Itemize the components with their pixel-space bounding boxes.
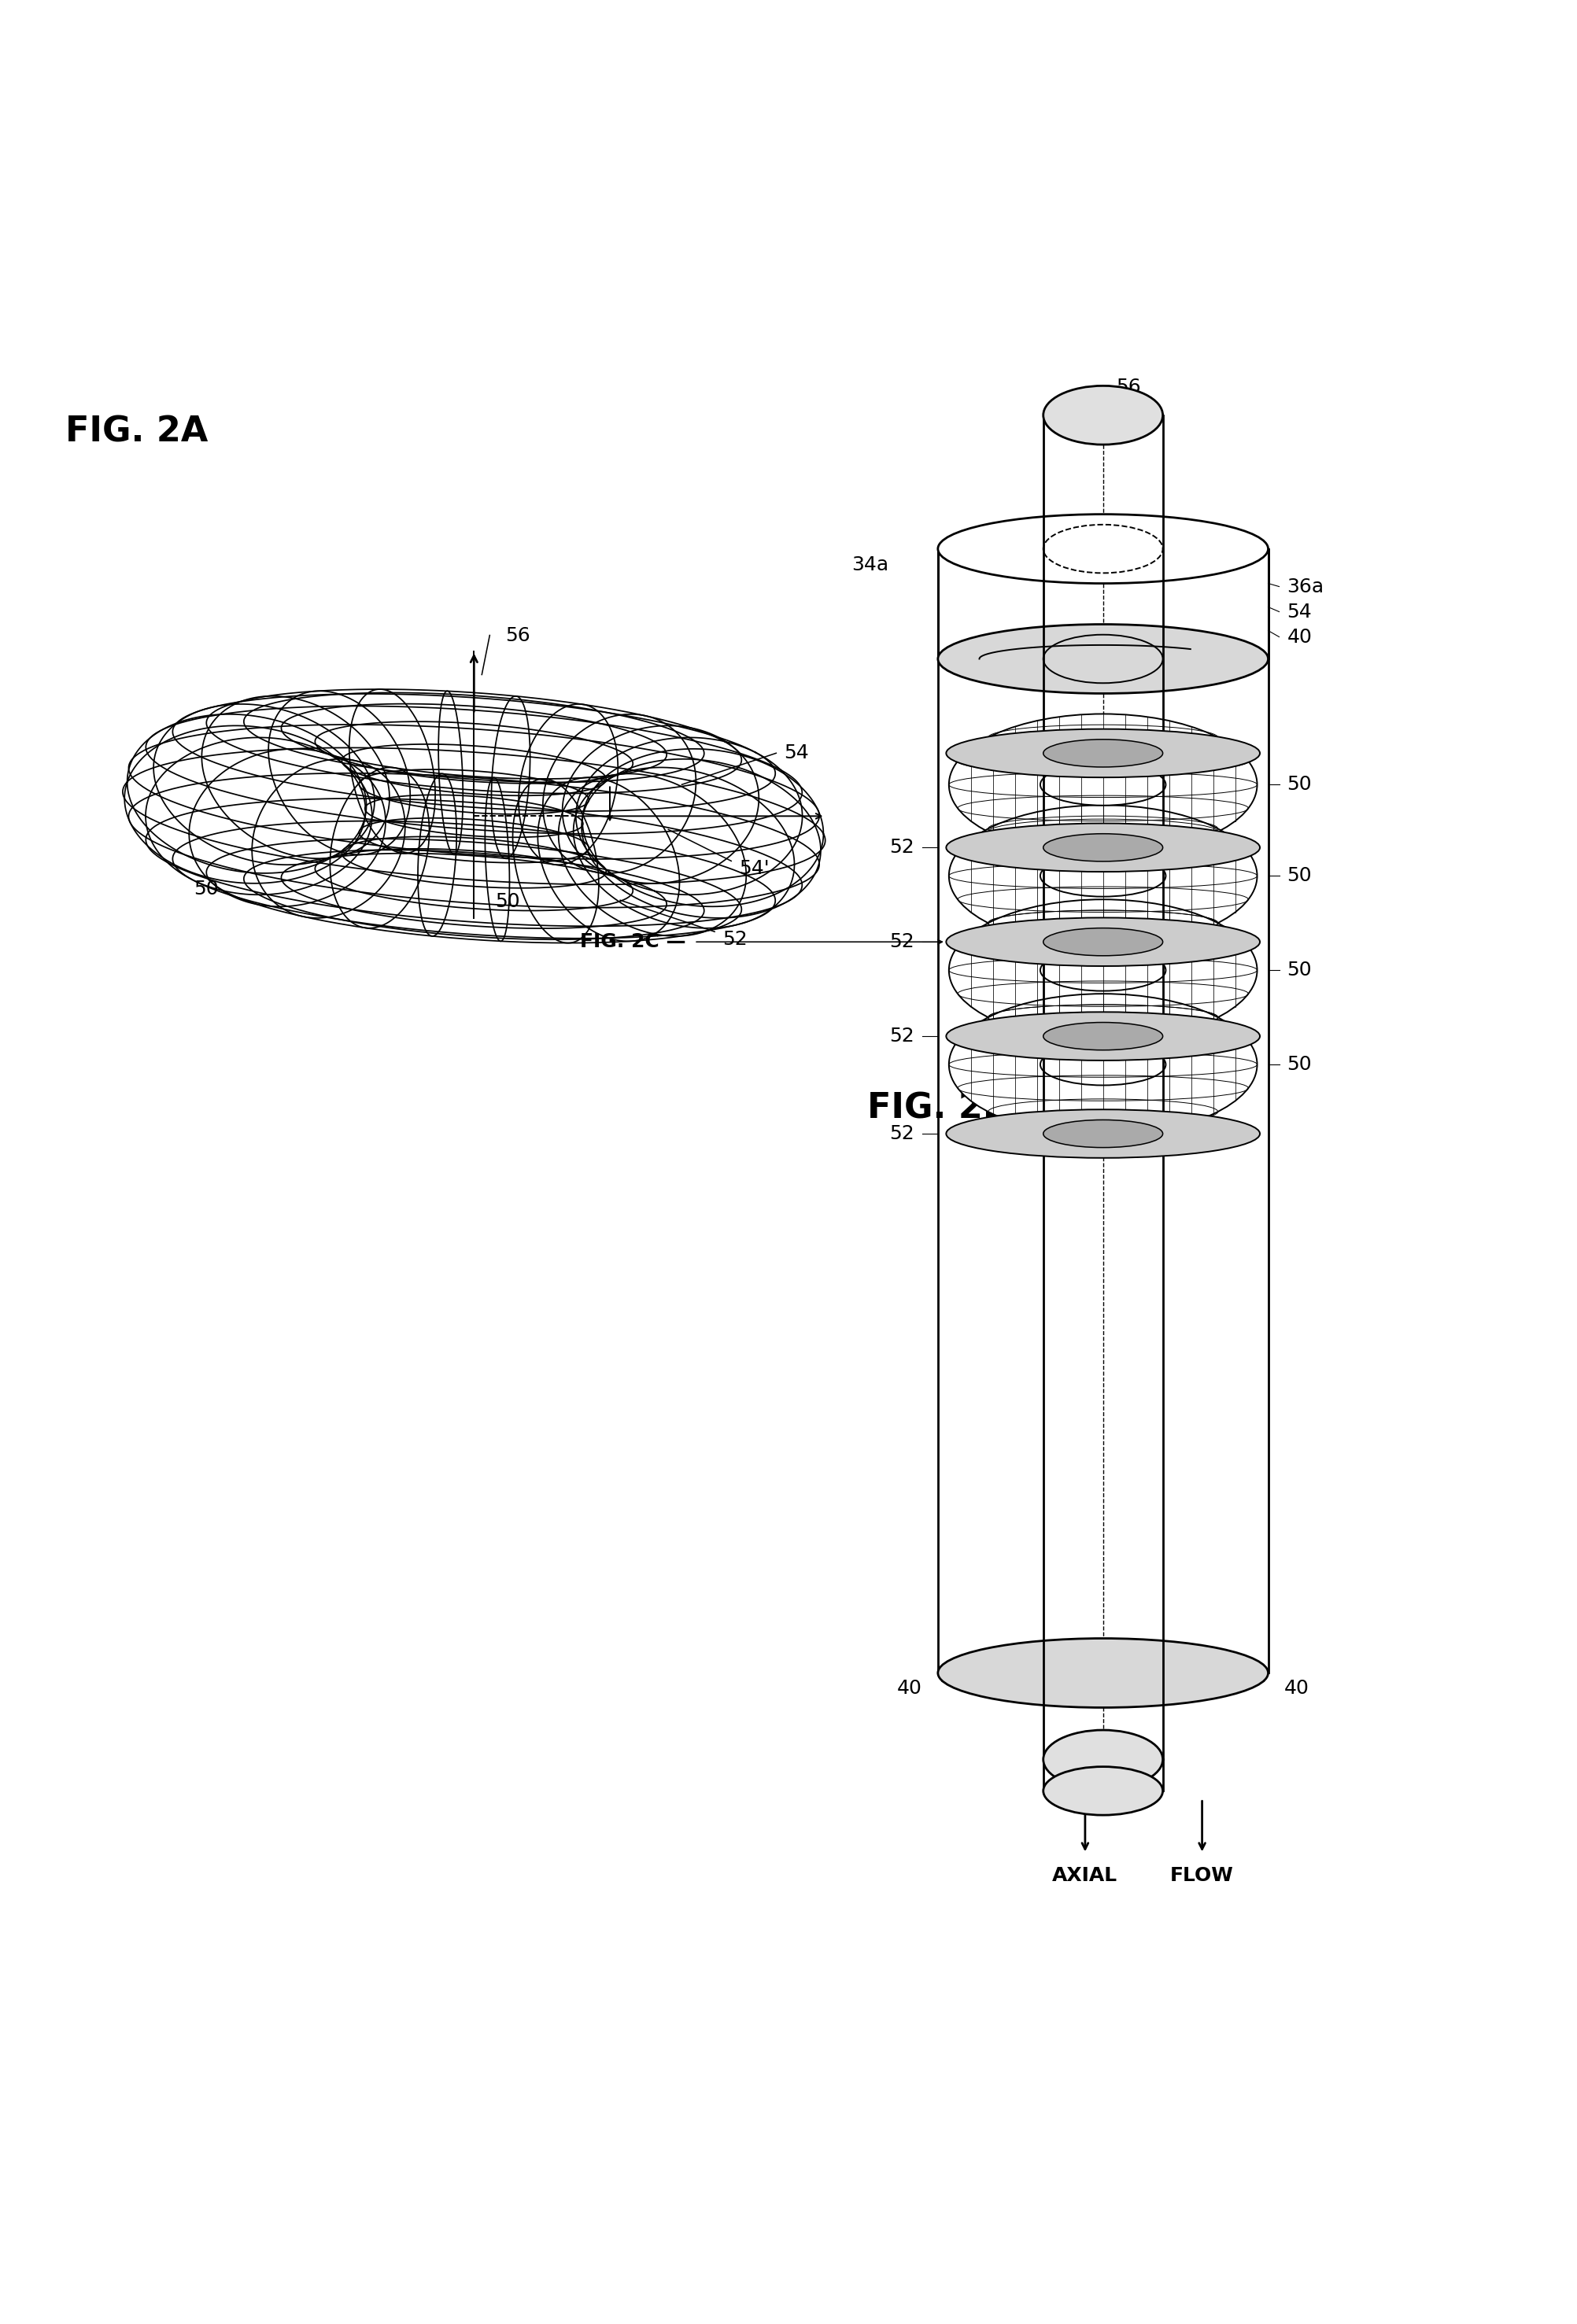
Text: 52: 52 bbox=[722, 930, 747, 948]
Ellipse shape bbox=[938, 514, 1268, 583]
Text: 56: 56 bbox=[1115, 376, 1140, 397]
Text: 52: 52 bbox=[889, 839, 915, 858]
Text: 56: 56 bbox=[505, 625, 530, 644]
Text: 54: 54 bbox=[1287, 602, 1312, 621]
Ellipse shape bbox=[946, 730, 1260, 779]
Ellipse shape bbox=[949, 804, 1257, 946]
Ellipse shape bbox=[949, 995, 1257, 1134]
Ellipse shape bbox=[946, 1011, 1260, 1060]
Text: FIG. 2C —: FIG. 2C — bbox=[580, 932, 686, 951]
Text: 50: 50 bbox=[194, 881, 219, 899]
Ellipse shape bbox=[946, 823, 1260, 872]
Text: 52: 52 bbox=[889, 1027, 915, 1046]
Text: 50: 50 bbox=[1287, 776, 1312, 795]
Text: 52: 52 bbox=[889, 1125, 915, 1143]
Ellipse shape bbox=[1044, 1729, 1162, 1789]
Ellipse shape bbox=[1044, 386, 1162, 444]
Text: 40: 40 bbox=[1284, 1680, 1309, 1699]
Text: 54': 54' bbox=[740, 860, 770, 878]
Ellipse shape bbox=[1044, 1120, 1162, 1148]
Text: 50: 50 bbox=[1287, 1055, 1312, 1074]
Ellipse shape bbox=[1041, 855, 1165, 897]
Text: FLOW: FLOW bbox=[1170, 1866, 1233, 1885]
Ellipse shape bbox=[946, 1109, 1260, 1157]
Ellipse shape bbox=[1044, 834, 1162, 862]
Ellipse shape bbox=[949, 713, 1257, 855]
Ellipse shape bbox=[938, 1638, 1268, 1708]
Text: AXIAL: AXIAL bbox=[1052, 1866, 1118, 1885]
Ellipse shape bbox=[946, 918, 1260, 967]
Text: 50: 50 bbox=[1287, 960, 1312, 981]
Ellipse shape bbox=[1044, 1766, 1162, 1815]
Ellipse shape bbox=[949, 899, 1257, 1041]
Text: 40: 40 bbox=[1287, 627, 1312, 646]
Text: 40: 40 bbox=[897, 1680, 923, 1699]
Text: 50: 50 bbox=[495, 892, 520, 911]
Ellipse shape bbox=[1044, 739, 1162, 767]
Ellipse shape bbox=[1044, 525, 1162, 574]
Ellipse shape bbox=[1041, 1043, 1165, 1085]
Text: 54: 54 bbox=[784, 744, 809, 762]
Text: 52: 52 bbox=[889, 932, 915, 951]
Ellipse shape bbox=[1044, 927, 1162, 955]
Ellipse shape bbox=[1041, 765, 1165, 806]
Ellipse shape bbox=[938, 625, 1268, 693]
Text: FIG. 2B: FIG. 2B bbox=[867, 1092, 1009, 1125]
Text: 36a: 36a bbox=[1287, 576, 1325, 595]
Text: 34a: 34a bbox=[852, 555, 888, 574]
Ellipse shape bbox=[1044, 634, 1162, 683]
Ellipse shape bbox=[1041, 951, 1165, 990]
Text: FIG. 2A: FIG. 2A bbox=[65, 416, 208, 449]
Text: 50: 50 bbox=[1287, 867, 1312, 885]
Ellipse shape bbox=[1044, 1023, 1162, 1050]
